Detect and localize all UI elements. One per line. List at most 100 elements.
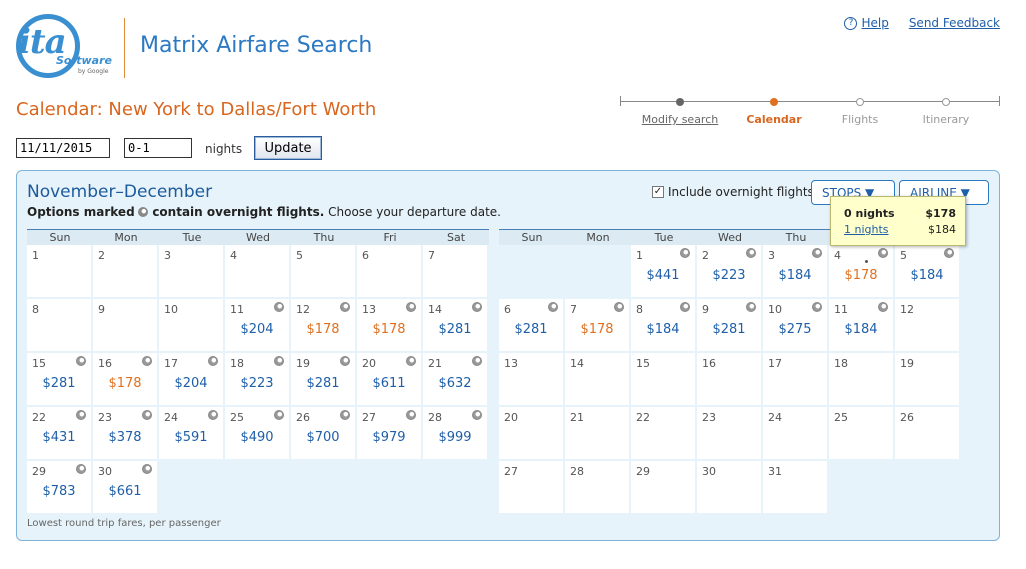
nights-input[interactable] bbox=[124, 138, 192, 158]
calendar-day-cell: 9 bbox=[93, 299, 159, 353]
calendar-day-cell[interactable]: 26 $700 bbox=[291, 407, 357, 461]
calendar-day-cell[interactable]: 12 $178 bbox=[291, 299, 357, 353]
fare-price-link[interactable]: $441 bbox=[646, 268, 680, 283]
fare-price-link[interactable]: $184 bbox=[910, 268, 944, 283]
day-number: 4 bbox=[834, 249, 841, 262]
calendar-day-cell[interactable]: 9 $281 bbox=[697, 299, 763, 353]
include-overnight-toggle[interactable]: ✓ Include overnight flights bbox=[652, 185, 814, 199]
calendar-day-cell[interactable]: 17 $204 bbox=[159, 353, 225, 407]
calendar-day-cell[interactable]: 5 $184 bbox=[895, 245, 961, 299]
fare-price-link[interactable]: $178 bbox=[844, 268, 878, 283]
calendar-day-cell[interactable]: 11 $204 bbox=[225, 299, 291, 353]
fare-price-link[interactable]: $431 bbox=[42, 430, 76, 445]
calendar-day-cell[interactable]: 21 $632 bbox=[423, 353, 489, 407]
send-feedback-link[interactable]: Send Feedback bbox=[908, 16, 1000, 30]
weekday-label: Thu bbox=[785, 231, 807, 244]
calendar-day-cell[interactable]: 29 $783 bbox=[27, 461, 93, 515]
day-number: 24 bbox=[768, 411, 782, 424]
weekday-label: Wed bbox=[246, 231, 270, 244]
step-dot bbox=[856, 98, 864, 106]
fare-price-link[interactable]: $281 bbox=[306, 376, 340, 391]
fare-price-link[interactable]: $281 bbox=[712, 322, 746, 337]
overnight-moon-icon bbox=[340, 302, 350, 312]
calendar-day-cell[interactable]: 18 $223 bbox=[225, 353, 291, 407]
calendar-day-cell[interactable]: 2 $223 bbox=[697, 245, 763, 299]
day-number: 25 bbox=[230, 411, 244, 424]
fare-price-link[interactable]: $204 bbox=[240, 322, 274, 337]
fare-price-link[interactable]: $275 bbox=[778, 322, 812, 337]
fare-price-link[interactable]: $184 bbox=[844, 322, 878, 337]
fare-price-link[interactable]: $999 bbox=[438, 430, 472, 445]
fare-price-link[interactable]: $783 bbox=[42, 484, 76, 499]
calendar-day-cell[interactable]: 8 $184 bbox=[631, 299, 697, 353]
day-number: 15 bbox=[636, 357, 650, 370]
overnight-moon-icon bbox=[614, 302, 624, 312]
calendar-day-cell[interactable]: 19 $281 bbox=[291, 353, 357, 407]
fare-price-link[interactable]: $178 bbox=[580, 322, 614, 337]
fare-price-link[interactable]: $281 bbox=[42, 376, 76, 391]
fare-price-link[interactable]: $632 bbox=[438, 376, 472, 391]
fare-price-link[interactable]: $979 bbox=[372, 430, 406, 445]
calendar-day-cell: 12 bbox=[895, 299, 961, 353]
weekday-label: Wed bbox=[718, 231, 742, 244]
step-label: Flights bbox=[841, 113, 879, 126]
fare-price-link[interactable]: $223 bbox=[240, 376, 274, 391]
step-label[interactable]: Modify search bbox=[641, 113, 719, 126]
calendar-day-cell[interactable]: 22 $431 bbox=[27, 407, 93, 461]
fare-price-link[interactable]: $490 bbox=[240, 430, 274, 445]
hover-indicator-dot bbox=[865, 260, 868, 263]
fare-price-link[interactable]: $184 bbox=[778, 268, 812, 283]
weekday-label: Thu bbox=[313, 231, 335, 244]
day-number: 4 bbox=[230, 249, 237, 262]
calendar-day-cell[interactable]: 10 $275 bbox=[763, 299, 829, 353]
fare-price-link[interactable]: $591 bbox=[174, 430, 208, 445]
fare-price-link[interactable]: $611 bbox=[372, 376, 406, 391]
calendar-day-cell[interactable]: 3 $184 bbox=[763, 245, 829, 299]
calendar-day-cell[interactable]: 6 $281 bbox=[499, 299, 565, 353]
overnight-label[interactable]: Include overnight flights bbox=[668, 185, 814, 199]
fare-price-link[interactable]: $378 bbox=[108, 430, 142, 445]
update-button[interactable]: Update bbox=[254, 136, 322, 160]
calendar-day-cell[interactable]: 20 $611 bbox=[357, 353, 423, 407]
day-number: 10 bbox=[768, 303, 782, 316]
fare-price-link[interactable]: $178 bbox=[372, 322, 406, 337]
weekday-label: Sat bbox=[446, 231, 466, 244]
fare-price-link[interactable]: $700 bbox=[306, 430, 340, 445]
help-link-wrap[interactable]: ? Help bbox=[844, 16, 889, 30]
calendar-day-cell[interactable]: 13 $178 bbox=[357, 299, 423, 353]
calendar-day-cell[interactable]: 11 $184 bbox=[829, 299, 895, 353]
calendar-day-cell[interactable]: 15 $281 bbox=[27, 353, 93, 407]
fare-price-link[interactable]: $184 bbox=[646, 322, 680, 337]
calendar-day-cell[interactable]: 1 $441 bbox=[631, 245, 697, 299]
calendar-day-cell[interactable]: 30 $661 bbox=[93, 461, 159, 515]
fare-price-link[interactable]: $223 bbox=[712, 268, 746, 283]
calendar-day-cell[interactable]: 16 $178 bbox=[93, 353, 159, 407]
departure-date-input[interactable] bbox=[16, 138, 110, 158]
overnight-moon-icon bbox=[548, 302, 558, 312]
fare-price-link[interactable]: $281 bbox=[514, 322, 548, 337]
help-icon[interactable]: ? bbox=[844, 17, 858, 30]
help-link[interactable]: Help bbox=[861, 16, 889, 30]
calendar-day-cell[interactable]: 25 $490 bbox=[225, 407, 291, 461]
step-modify-search[interactable]: Modify search bbox=[625, 95, 735, 126]
calendar-day-cell[interactable]: 7 $178 bbox=[565, 299, 631, 353]
calendar-day-cell[interactable]: 27 $979 bbox=[357, 407, 423, 461]
overnight-moon-icon bbox=[680, 248, 690, 258]
calendar-day-cell[interactable]: 28 $999 bbox=[423, 407, 489, 461]
calendar-day-cell[interactable]: 24 $591 bbox=[159, 407, 225, 461]
tooltip-nights-1-link[interactable]: 1 nights bbox=[844, 223, 889, 236]
fare-price-link[interactable]: $281 bbox=[438, 322, 472, 337]
day-number: 13 bbox=[362, 303, 376, 316]
calendar-day-cell[interactable]: 23 $378 bbox=[93, 407, 159, 461]
fare-price-link[interactable]: $204 bbox=[174, 376, 208, 391]
overnight-checkbox[interactable]: ✓ bbox=[652, 186, 664, 198]
calendar-day-cell[interactable]: 14 $281 bbox=[423, 299, 489, 353]
calendar-day-cell[interactable]: 4 $178 bbox=[829, 245, 895, 299]
day-number: 15 bbox=[32, 357, 46, 370]
day-number: 28 bbox=[570, 465, 584, 478]
fare-price-link[interactable]: $661 bbox=[108, 484, 142, 499]
fare-price-link[interactable]: $178 bbox=[108, 376, 142, 391]
calendar-day-cell: 28 bbox=[565, 461, 631, 515]
fare-price-link[interactable]: $178 bbox=[306, 322, 340, 337]
